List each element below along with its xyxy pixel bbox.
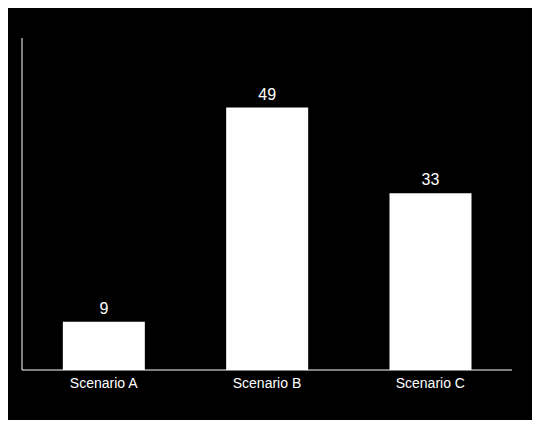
svg-text:Scenario C: Scenario C [396,375,465,391]
svg-text:33: 33 [422,171,440,188]
svg-text:49: 49 [258,86,276,103]
svg-text:Scenario A: Scenario A [70,375,138,391]
svg-text:9: 9 [99,300,108,317]
svg-text:Scenario B: Scenario B [233,375,301,391]
